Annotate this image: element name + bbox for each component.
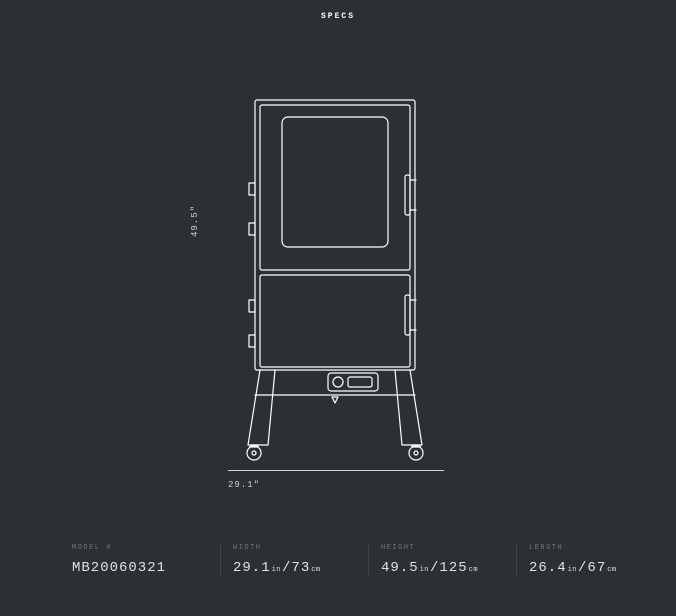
spec-value: 49.5in/125cm	[381, 560, 496, 576]
height-dimension-label: 49.5"	[190, 205, 200, 237]
spec-model: MODEL # MB20060321	[72, 544, 220, 576]
spec-value: 26.4in/67cm	[529, 560, 644, 576]
specs-table: MODEL # MB20060321 WIDTH 29.1in/73cm HEI…	[72, 544, 664, 576]
spec-value: 29.1in/73cm	[233, 560, 348, 576]
width-dimension-label: 29.1"	[228, 480, 260, 490]
spec-width: WIDTH 29.1in/73cm	[220, 544, 368, 576]
spec-value: MB20060321	[72, 560, 200, 576]
spec-label: LENGTH	[529, 544, 644, 552]
section-title: SPECS	[0, 12, 676, 21]
spec-label: MODEL #	[72, 544, 200, 552]
specs-page: SPECS 49.5"	[0, 0, 676, 616]
spec-label: HEIGHT	[381, 544, 496, 552]
width-dimension-line	[228, 470, 444, 471]
spec-label: WIDTH	[233, 544, 348, 552]
spec-length: LENGTH 26.4in/67cm	[516, 544, 664, 576]
smoker-line-drawing	[220, 95, 450, 465]
product-diagram: 49.5"	[190, 85, 450, 495]
spec-height: HEIGHT 49.5in/125cm	[368, 544, 516, 576]
